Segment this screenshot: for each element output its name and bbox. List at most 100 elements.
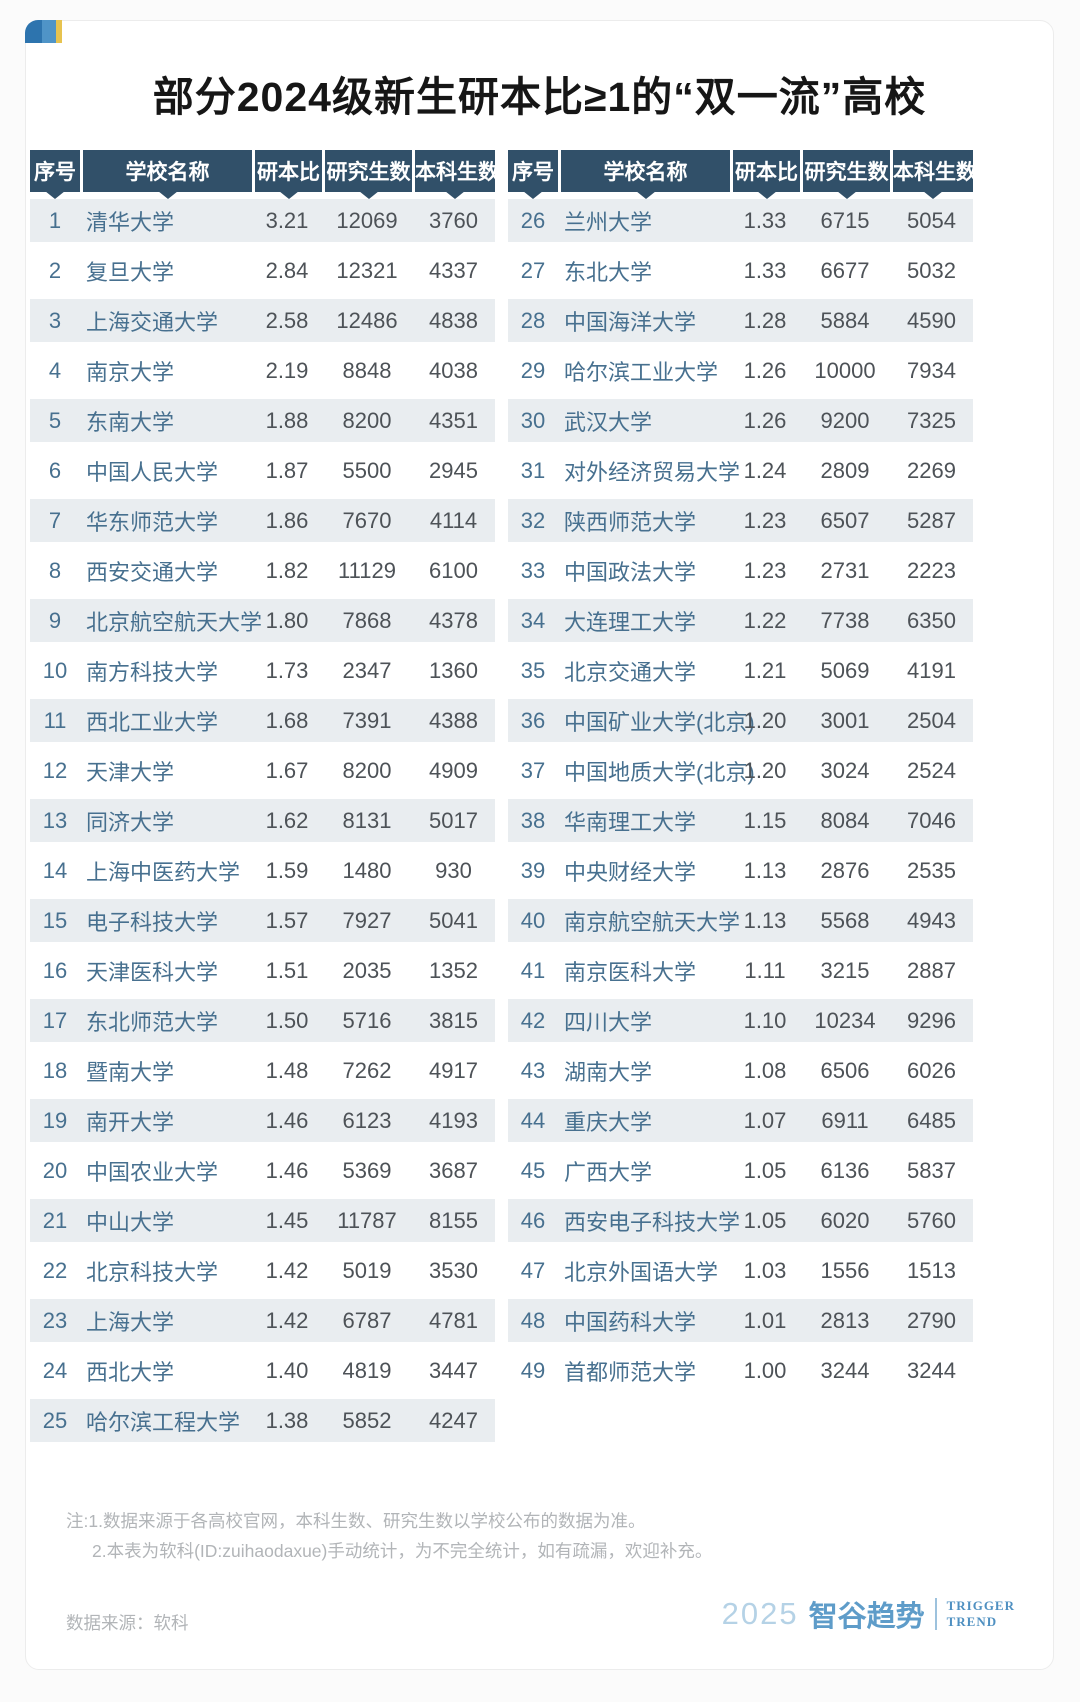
- table-row: 18 暨南大学 1.48 7262 4917: [30, 1049, 495, 1092]
- undergrad-count-cell: 4038: [429, 357, 478, 383]
- grad-count-cell: 2813: [800, 1299, 890, 1342]
- ratio-cell: 1.11: [744, 957, 786, 983]
- tables-container: 序号 学校名称 研本比 研究生数 本科生数 1 清华大学 3.21 12069 3760…: [26, 143, 1053, 1449]
- grad-count-cell: 11787: [322, 1199, 412, 1242]
- table-row: 42 四川大学 1.10 10234 9296: [508, 999, 973, 1042]
- school-name-cell: 中央财经大学: [564, 859, 697, 885]
- undergrad-count-cell: 5054: [890, 199, 973, 242]
- grad-count-cell: 1480: [342, 857, 392, 883]
- rank-cell: 24: [42, 1357, 68, 1383]
- table-row: 31 对外经济贸易大学 1.24 2809 2269: [508, 449, 973, 492]
- table-row: 1 清华大学 3.21 12069 3760: [30, 199, 495, 242]
- logo-year: 2025: [721, 1596, 799, 1631]
- ratio-cell: 1.23: [743, 557, 787, 583]
- ratio-cell: 1.86: [252, 499, 322, 542]
- ratio-cell: 1.67: [265, 757, 309, 783]
- ratio-cell: 2.19: [265, 357, 309, 383]
- table-row: 30 武汉大学 1.26 9200 7325: [508, 399, 973, 442]
- grad-count-cell: 8131: [322, 799, 412, 842]
- table-row: 43 湖南大学 1.08 6506 6026: [508, 1049, 973, 1092]
- grad-count-cell: 2035: [342, 957, 392, 983]
- undergrad-count-cell: 6100: [429, 557, 478, 583]
- undergrad-count-cell: 7046: [890, 799, 973, 842]
- table-row: 7 华东师范大学 1.86 7670 4114: [30, 499, 495, 542]
- ratio-cell: 3.21: [252, 199, 322, 242]
- logo-divider: [934, 1598, 937, 1630]
- undergrad-count-cell: 2790: [890, 1299, 973, 1342]
- school-name-cell: 西安电子科技大学: [558, 1199, 740, 1242]
- column-header-rank: 序号: [30, 150, 80, 199]
- undergrad-count-cell: 2223: [907, 557, 956, 583]
- ratio-cell: 1.48: [265, 1057, 309, 1083]
- undergrad-count-cell: 5760: [890, 1199, 973, 1242]
- rank-cell: 45: [520, 1157, 546, 1183]
- grad-count-cell: 2347: [342, 657, 392, 683]
- ratio-cell: 1.33: [730, 199, 800, 242]
- grad-count-cell: 7262: [342, 1057, 392, 1083]
- table-row: 34 大连理工大学 1.22 7738 6350: [508, 599, 973, 642]
- grad-count-cell: 5069: [820, 657, 870, 683]
- rank-cell: 38: [508, 799, 558, 842]
- column-header-undergrad: 本科生数: [412, 150, 499, 199]
- rank-cell: 3: [30, 299, 80, 342]
- ratio-cell: 1.46: [265, 1157, 309, 1183]
- undergrad-count-cell: 2524: [907, 757, 956, 783]
- ratio-cell: 1.23: [730, 499, 800, 542]
- grad-count-cell: 5019: [342, 1257, 392, 1283]
- school-name-cell: 上海中医药大学: [86, 859, 241, 885]
- rank-cell: 26: [508, 199, 558, 242]
- table-row: 33 中国政法大学 1.23 2731 2223: [508, 549, 973, 592]
- table-row: 23 上海大学 1.42 6787 4781: [30, 1299, 495, 1342]
- school-name-cell: 南方科技大学: [86, 659, 219, 685]
- grad-count-cell: 6911: [800, 1099, 890, 1142]
- school-name-cell: 东北大学: [564, 259, 653, 285]
- grad-count-cell: 5716: [322, 999, 412, 1042]
- school-name-cell: 上海交通大学: [80, 299, 252, 342]
- undergrad-count-cell: 4351: [412, 399, 495, 442]
- table-row: 29 哈尔滨工业大学 1.26 10000 7934: [508, 349, 973, 392]
- school-name-cell: 北京科技大学: [86, 1259, 219, 1285]
- ratio-cell: 1.73: [265, 657, 309, 683]
- undergrad-count-cell: 3760: [412, 199, 495, 242]
- table-row: 10 南方科技大学 1.73 2347 1360: [30, 649, 495, 692]
- rank-cell: 14: [42, 857, 68, 883]
- grad-count-cell: 3244: [820, 1357, 870, 1383]
- ratio-cell: 1.13: [743, 857, 787, 883]
- grad-count-cell: 6136: [820, 1157, 870, 1183]
- undergrad-count-cell: 2945: [429, 457, 478, 483]
- school-name-cell: 中国农业大学: [86, 1159, 219, 1185]
- ratio-cell: 1.01: [730, 1299, 800, 1342]
- school-name-cell: 西北工业大学: [80, 699, 252, 742]
- table-row: 39 中央财经大学 1.13 2876 2535: [508, 849, 973, 892]
- undergrad-count-cell: 6026: [907, 1057, 956, 1083]
- grad-count-cell: 8200: [342, 757, 392, 783]
- logo-brand: 智谷趋势: [808, 1601, 925, 1633]
- ratio-cell: 1.82: [265, 557, 309, 583]
- header-row: 序号 学校名称 研本比 研究生数 本科生数: [30, 150, 499, 199]
- school-name-cell: 哈尔滨工程大学: [80, 1399, 252, 1442]
- ribbon-stripe-yellow: [56, 20, 62, 43]
- table-row: 14 上海中医药大学 1.59 1480 930: [30, 849, 495, 892]
- undergrad-count-cell: 5837: [907, 1157, 956, 1183]
- school-name-cell: 中国海洋大学: [558, 299, 730, 342]
- table-row: 16 天津医科大学 1.51 2035 1352: [30, 949, 495, 992]
- grad-count-cell: 6787: [322, 1299, 412, 1342]
- ratio-cell: 1.33: [743, 257, 787, 283]
- table-row: 46 西安电子科技大学 1.05 6020 5760: [508, 1199, 973, 1242]
- undergrad-count-cell: 2269: [907, 457, 956, 483]
- rank-cell: 46: [508, 1199, 558, 1242]
- table-row: 15 电子科技大学 1.57 7927 5041: [30, 899, 495, 942]
- undergrad-count-cell: 2504: [890, 699, 973, 742]
- rank-cell: 2: [48, 257, 62, 283]
- undergrad-count-cell: 3530: [429, 1257, 478, 1283]
- grad-count-cell: 7391: [322, 699, 412, 742]
- table-row: 21 中山大学 1.45 11787 8155: [30, 1199, 495, 1242]
- undergrad-count-cell: 4247: [412, 1399, 495, 1442]
- school-name-cell: 广西大学: [564, 1159, 653, 1185]
- table-row: 9 北京航空航天大学 1.80 7868 4378: [30, 599, 495, 642]
- undergrad-count-cell: 2535: [907, 857, 956, 883]
- table-row: 48 中国药科大学 1.01 2813 2790: [508, 1299, 973, 1342]
- ribbon-stripe-light: [42, 20, 56, 43]
- rank-cell: 27: [520, 257, 546, 283]
- ratio-cell: 1.10: [730, 999, 800, 1042]
